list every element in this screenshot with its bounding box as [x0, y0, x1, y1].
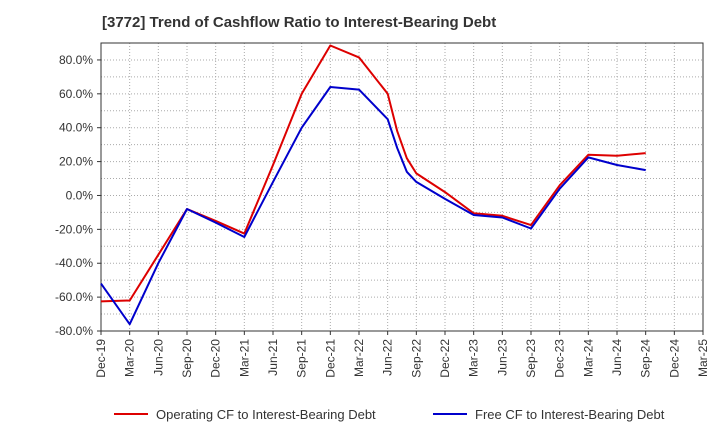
series-lines	[100, 44, 646, 326]
axes: 80.0% 60.0% 40.0% 20.0% 0.0% -20.0% -40.0% -60.…	[55, 42, 710, 378]
x-tick-label: Mar-22	[352, 339, 366, 377]
x-tick-label: Dec-24	[667, 339, 681, 378]
x-tick-label: Sep-24	[639, 339, 653, 378]
y-tick-label: 40.0%	[59, 121, 93, 135]
y-tick-label: 20.0%	[59, 155, 93, 169]
y-tick-label: 60.0%	[59, 87, 93, 101]
y-tick-label: -60.0%	[55, 290, 93, 304]
grid	[100, 42, 704, 332]
y-tick-label: 0.0%	[66, 188, 94, 202]
legend: Operating CF to Interest-Bearing Debt Fre…	[114, 407, 665, 422]
x-tick-label: Dec-23	[553, 339, 567, 378]
x-tick-label: Dec-20	[209, 339, 223, 378]
x-tick-label: Mar-24	[581, 339, 595, 377]
y-tick-label: -80.0%	[55, 324, 93, 338]
x-tick-label: Sep-21	[295, 339, 309, 378]
y-tick-label: -40.0%	[55, 256, 93, 270]
x-tick-label: Sep-20	[180, 339, 194, 378]
x-tick-label: Mar-20	[123, 339, 137, 377]
x-tick-label: Dec-19	[94, 339, 108, 378]
x-tick-label: Sep-22	[409, 339, 423, 378]
legend-label: Operating CF to Interest-Bearing Debt	[156, 407, 376, 422]
y-tick-label: -20.0%	[55, 222, 93, 236]
x-tick-label: Sep-23	[524, 339, 538, 378]
y-tick-label: 80.0%	[59, 53, 93, 67]
x-tick-label: Jun-20	[151, 339, 165, 376]
x-tick-label: Jun-22	[381, 339, 395, 376]
series-line-free-cf	[100, 86, 646, 326]
x-tick-label: Jun-21	[266, 339, 280, 376]
legend-label: Free CF to Interest-Bearing Debt	[475, 407, 665, 422]
x-tick-label: Jun-23	[495, 339, 509, 376]
plot-frame	[100, 42, 704, 332]
x-tick-label: Mar-25	[696, 339, 710, 377]
x-tick-label: Dec-21	[323, 339, 337, 378]
x-tick-label: Mar-21	[237, 339, 251, 377]
x-tick-label: Dec-22	[438, 339, 452, 378]
x-tick-label: Jun-24	[610, 339, 624, 376]
x-tick-label: Mar-23	[467, 339, 481, 377]
chart-title: [3772] Trend of Cashflow Ratio to Intere…	[102, 14, 497, 31]
